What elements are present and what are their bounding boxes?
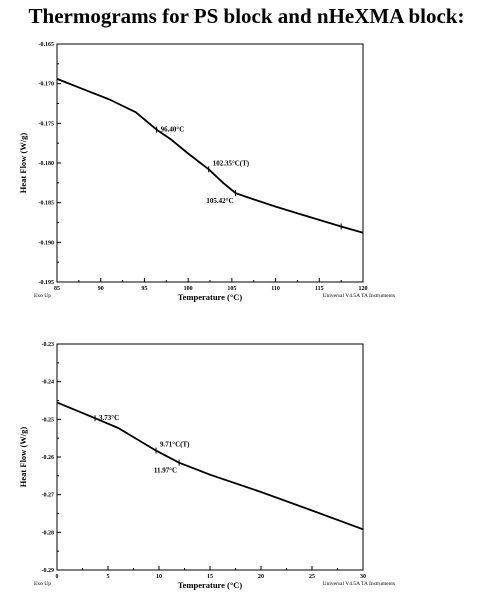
y-axis-label: Heat Flow (W/g)	[18, 427, 28, 488]
exo-up-note: Exo Up	[34, 293, 51, 299]
y-tick-label: -0.195	[39, 280, 55, 286]
x-tick-label: 20	[258, 574, 264, 580]
x-axis-label: Temperature (°C)	[178, 580, 243, 590]
transition-annotation: 105.42°C	[206, 197, 233, 205]
x-tick-label: 30	[360, 574, 366, 580]
y-tick-label: -0.180	[39, 161, 55, 167]
y-tick-label: -0.165	[39, 42, 55, 48]
thermogram-nhexma-block: 0 5 10 15 20 25 30 -0.23 -0.24 -0.25 -0.26 -0.27 -0.…	[18, 342, 395, 590]
x-tick-label: 95	[141, 286, 147, 292]
y-tick-label: -0.175	[39, 121, 55, 127]
plot-frame	[56, 43, 364, 283]
x-tick-label: 15	[207, 574, 213, 580]
y-tick-label: -0.28	[42, 530, 55, 536]
transition-annotation: 102.35°C(T)	[213, 159, 250, 167]
plot-frame	[56, 343, 364, 571]
transition-annotation: 9.71°C(T)	[160, 441, 190, 449]
transition-annotation: 96.40°C	[161, 126, 185, 134]
y-axis-label: Heat Flow (W/g)	[18, 133, 28, 194]
y-tick-label: -0.170	[39, 82, 55, 88]
x-tick-label: 90	[98, 286, 104, 292]
x-tick-label: 120	[359, 286, 368, 292]
y-tick-label: -0.185	[39, 201, 55, 207]
x-tick-label: 105	[227, 286, 236, 292]
y-tick-label: -0.23	[42, 342, 55, 348]
x-axis-label: Temperature (°C)	[178, 292, 243, 302]
thermogram-ps-block: 85 90 95 100 105 110 115 120 -0.165 -0.170 -0.175 -…	[18, 42, 395, 302]
y-tick-label: -0.27	[42, 493, 55, 499]
x-tick-label: 10	[156, 574, 162, 580]
x-tick-label: 85	[54, 286, 60, 292]
instrument-note: Universal V4.5A TA Instruments	[323, 581, 395, 587]
y-tick-label: -0.25	[42, 417, 55, 423]
x-tick-label: 5	[107, 574, 110, 580]
x-tick-label: 25	[309, 574, 315, 580]
x-tick-label: 115	[315, 286, 324, 292]
x-tick-label: 110	[271, 286, 280, 292]
heat-flow-curve	[56, 78, 364, 234]
instrument-note: Universal V4.5A TA Instruments	[323, 293, 395, 299]
page-title: Thermograms for PS block and nHeXMA bloc…	[28, 4, 465, 28]
y-tick-label: -0.190	[39, 240, 55, 246]
exo-up-note: Exo Up	[34, 581, 51, 587]
transition-annotation: 3.73°C	[99, 414, 119, 422]
y-tick-label: -0.24	[42, 380, 55, 386]
transition-annotation: 11.97°C	[154, 467, 177, 475]
x-tick-label: 0	[56, 574, 59, 580]
y-tick-label: -0.26	[42, 455, 55, 461]
y-tick-label: -0.29	[42, 568, 55, 574]
x-tick-label: 100	[184, 286, 193, 292]
